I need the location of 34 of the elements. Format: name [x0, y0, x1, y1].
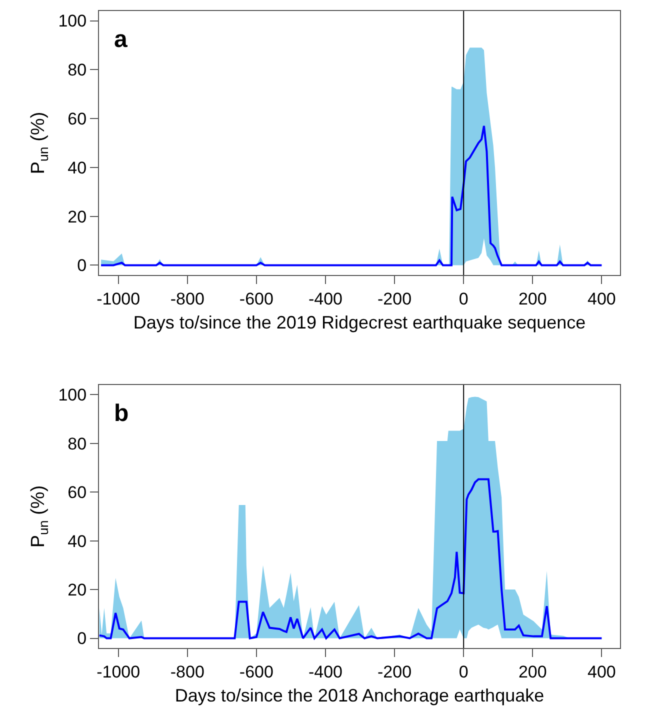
- x-tick-label: 0: [458, 289, 468, 308]
- y-tick-label: 80: [68, 60, 87, 80]
- x-tick-label: 0: [458, 662, 468, 682]
- x-tick-label: 200: [518, 289, 547, 308]
- y-tick-label: 100: [58, 12, 87, 31]
- line-series: [99, 478, 603, 640]
- x-tick-label: -200: [378, 289, 412, 308]
- annotation: b: [114, 400, 129, 427]
- y-tick-label: 40: [68, 158, 87, 178]
- x-tick-label: -1000: [96, 662, 140, 682]
- x-tick-label: -600: [239, 662, 274, 682]
- y-tick-label: 40: [68, 532, 87, 551]
- y-tick-label: 100: [58, 386, 87, 405]
- x-axis-title: Days to/since the 2018 Anchorage earthquake: [174, 686, 544, 706]
- x-tick-label: 200: [518, 662, 547, 682]
- x-tick-label: -400: [308, 289, 343, 308]
- x-tick-label: -800: [170, 662, 204, 682]
- y-tick-label: 80: [68, 434, 87, 454]
- x-tick-label: -800: [170, 289, 204, 308]
- x-tick-label: -200: [378, 662, 412, 682]
- x-axis-title: Days to/since the 2019 Ridgecrest earthquake sequence: [133, 312, 586, 332]
- x-tick-label: -600: [239, 289, 274, 308]
- y-tick-label: 60: [68, 483, 87, 502]
- y-tick-label: 20: [68, 207, 87, 226]
- annotation: a: [114, 26, 128, 53]
- line-series: [100, 124, 603, 266]
- x-tick-label: 400: [588, 662, 616, 682]
- x-tick-label: -400: [308, 662, 343, 682]
- y-tick-label: 0: [77, 629, 87, 648]
- y-tick-label: 0: [77, 256, 87, 276]
- x-tick-label: 400: [588, 289, 616, 308]
- y-tick-label: 60: [68, 110, 87, 129]
- y-tick-label: 20: [68, 580, 87, 600]
- x-tick-label: -1000: [96, 289, 140, 308]
